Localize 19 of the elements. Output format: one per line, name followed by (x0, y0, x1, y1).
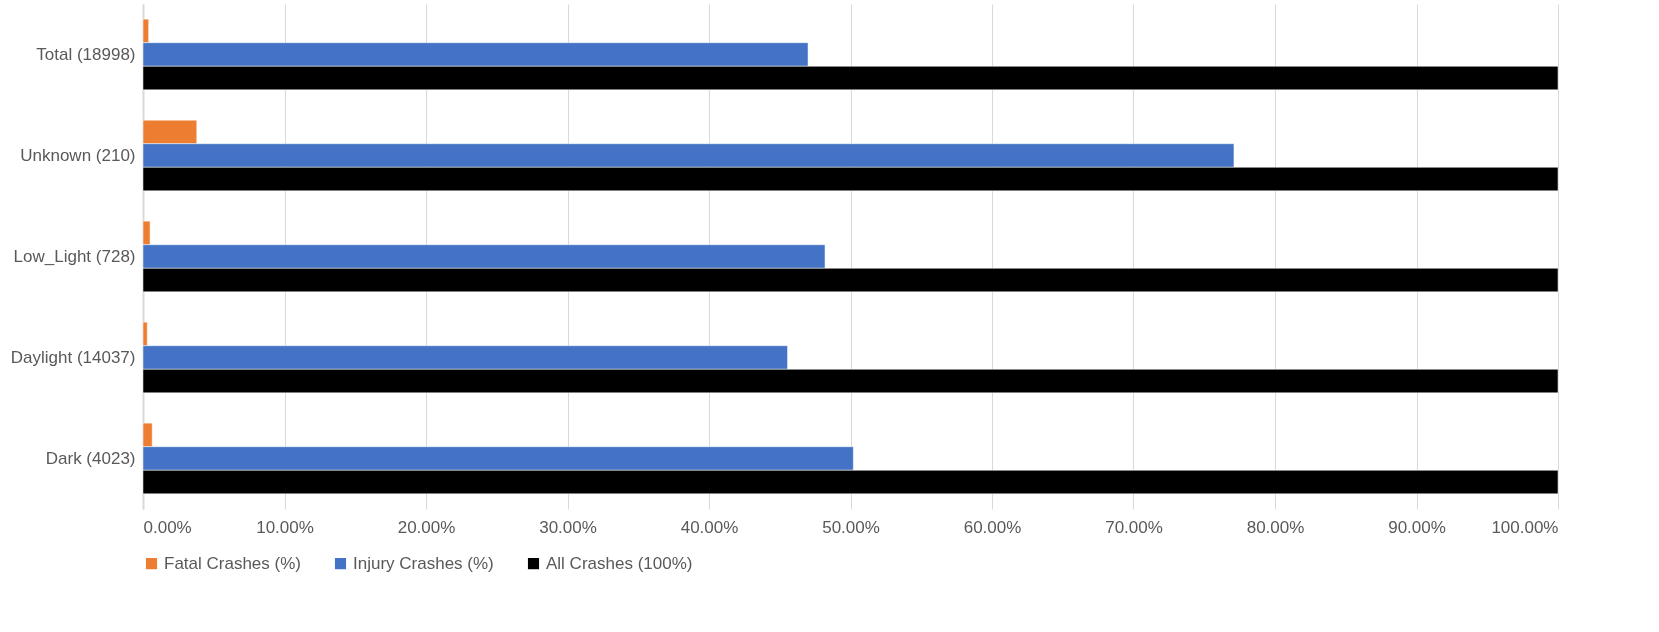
y-tick-label: Unknown (210) (20, 145, 136, 165)
y-tick-label: Low_Light (728) (13, 246, 136, 266)
legend-label: Fatal Crashes (%) (164, 553, 301, 573)
legend-label: All Crashes (100%) (546, 553, 693, 573)
x-tick-label: 30.00% (539, 517, 597, 537)
x-tick-label: 80.00% (1246, 517, 1305, 537)
y-tick-label: Daylight (14037) (10, 347, 136, 367)
x-tick-label: 90.00% (1388, 517, 1446, 537)
x-tick-label: 70.00% (1105, 517, 1163, 537)
x-tick-label: 100.00% (1491, 517, 1559, 537)
y-tick-label: Dark (4023) (45, 448, 136, 468)
x-tick-label: 60.00% (963, 517, 1022, 537)
legend-label: Injury Crashes (%) (353, 553, 494, 573)
x-tick-label: 20.00% (397, 517, 456, 537)
x-tick-label: 50.00% (822, 517, 880, 537)
x-tick-label: 40.00% (680, 517, 739, 537)
x-tick-label: 0.00% (143, 517, 192, 537)
x-tick-label: 10.00% (256, 517, 314, 537)
y-tick-label: Total (18998) (36, 44, 136, 64)
